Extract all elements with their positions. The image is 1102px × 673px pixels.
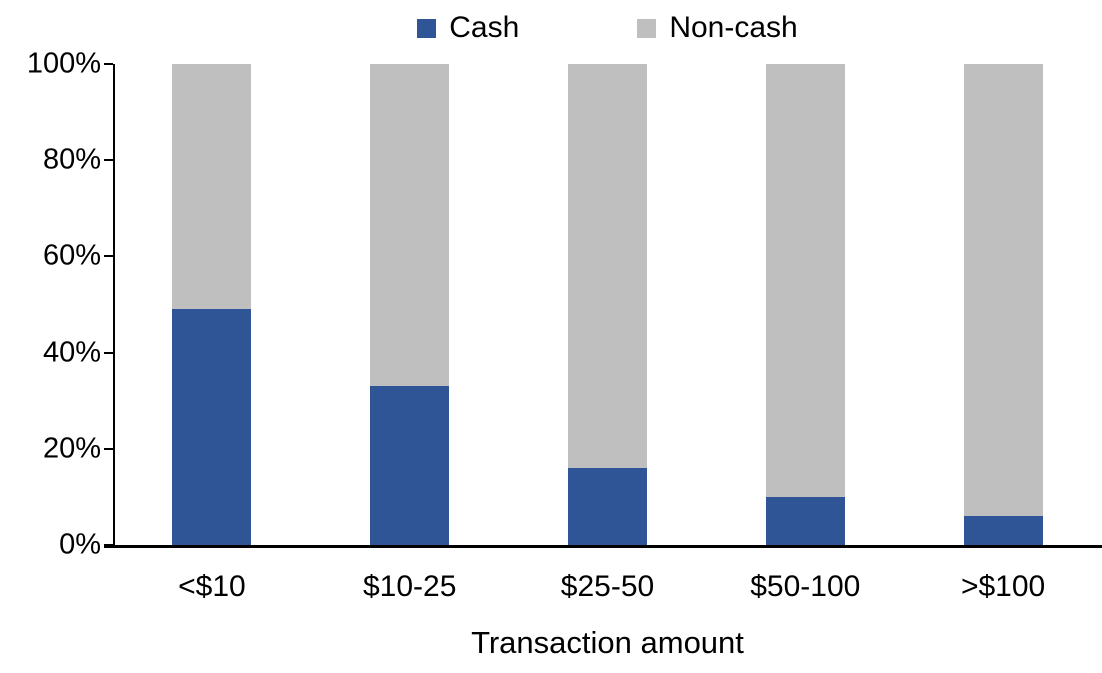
y-axis-labels: 0% 20% 40% 60% 80% 100% — [0, 49, 101, 559]
stacked-bar-4 — [963, 64, 1043, 545]
x-tick-label: $25-50 — [560, 570, 655, 603]
bars-container — [113, 64, 1102, 545]
stacked-bar-1 — [370, 64, 450, 545]
bar-slot-0 — [113, 64, 311, 545]
x-axis-title: Transaction amount — [471, 625, 744, 660]
stacked-bar-3 — [765, 64, 845, 545]
stacked-bar-2 — [567, 64, 647, 545]
y-tick-mark — [104, 447, 113, 450]
bar-segment-cash — [567, 468, 647, 545]
legend-item-non-cash: Non-cash — [637, 11, 798, 44]
bar-segment-cash — [963, 516, 1043, 545]
x-tick-label: <$10 — [178, 570, 246, 603]
bar-segment-cash — [370, 386, 450, 545]
y-axis-line — [113, 64, 115, 545]
bar-segment-non-cash — [370, 64, 450, 387]
x-axis-line — [104, 545, 1102, 548]
y-tick-label: 40% — [42, 336, 101, 369]
x-axis-labels: <$10 $10-25 $25-50 $50-100 >$100 — [113, 572, 1102, 602]
bar-slot-2 — [509, 64, 707, 545]
y-tick-mark — [104, 63, 113, 65]
bar-segment-cash — [172, 309, 252, 545]
stacked-bar-0 — [172, 64, 252, 545]
bar-slot-3 — [706, 64, 904, 545]
legend-item-cash: Cash — [417, 13, 519, 43]
bar-segment-non-cash — [765, 64, 845, 497]
y-tick-label: 80% — [42, 143, 101, 176]
bar-segment-cash — [765, 496, 845, 545]
y-tick-mark — [104, 544, 113, 546]
x-tick-label: $50-100 — [750, 570, 861, 603]
legend-swatch-icon — [417, 18, 437, 38]
plot-area — [104, 63, 1102, 548]
y-tick-label: 0% — [59, 528, 101, 561]
y-tick-label: 60% — [42, 239, 101, 272]
bar-slot-4 — [904, 64, 1102, 545]
x-tick-label: >$100 — [960, 570, 1046, 603]
y-tick-mark — [104, 351, 113, 354]
y-tick-label: 100% — [26, 47, 101, 80]
y-tick-mark — [104, 255, 113, 258]
bar-segment-non-cash — [172, 64, 252, 310]
legend-label: Cash — [449, 11, 520, 44]
y-tick-label: 20% — [42, 432, 101, 465]
bar-segment-non-cash — [567, 64, 647, 469]
x-tick-label: $10-25 — [362, 570, 457, 603]
y-tick-mark — [104, 159, 113, 162]
chart-legend: Cash Non-cash — [113, 13, 1102, 43]
legend-label: Non-cash — [669, 11, 798, 44]
bar-segment-non-cash — [963, 64, 1043, 517]
bar-slot-1 — [311, 64, 509, 545]
legend-swatch-icon — [637, 18, 657, 38]
